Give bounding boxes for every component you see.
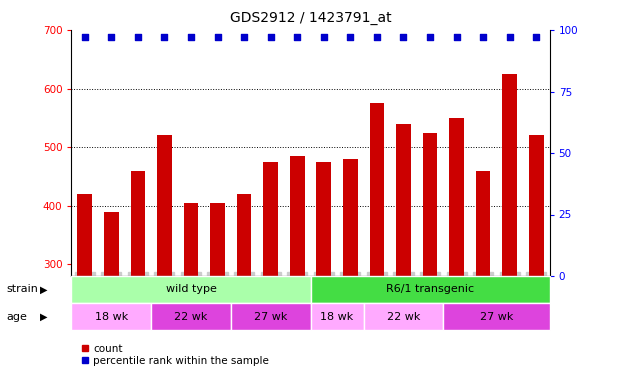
Bar bbox=[423, 132, 437, 276]
Text: 22 wk: 22 wk bbox=[175, 312, 207, 321]
Point bbox=[186, 34, 196, 40]
Text: R6/1 transgenic: R6/1 transgenic bbox=[386, 285, 474, 294]
Bar bbox=[369, 103, 384, 276]
Bar bbox=[71, 303, 151, 330]
Bar bbox=[71, 276, 310, 303]
Bar bbox=[237, 194, 252, 276]
Point bbox=[266, 34, 276, 40]
Text: strain: strain bbox=[6, 285, 38, 294]
Bar bbox=[157, 135, 171, 276]
Text: 18 wk: 18 wk bbox=[320, 312, 354, 321]
Bar bbox=[343, 159, 358, 276]
Bar bbox=[130, 171, 145, 276]
Bar bbox=[364, 303, 443, 330]
Point bbox=[133, 34, 143, 40]
Text: 18 wk: 18 wk bbox=[94, 312, 128, 321]
Bar bbox=[450, 118, 464, 276]
Point bbox=[292, 34, 302, 40]
Point bbox=[451, 34, 461, 40]
Bar bbox=[317, 162, 331, 276]
Bar bbox=[184, 203, 198, 276]
Point bbox=[532, 34, 542, 40]
Bar bbox=[310, 276, 550, 303]
Text: 27 wk: 27 wk bbox=[254, 312, 288, 321]
Point bbox=[345, 34, 355, 40]
Bar bbox=[529, 135, 543, 276]
Point bbox=[160, 34, 170, 40]
Legend: count, percentile rank within the sample: count, percentile rank within the sample bbox=[76, 339, 273, 370]
Point bbox=[399, 34, 409, 40]
Bar bbox=[396, 124, 410, 276]
Bar bbox=[290, 156, 304, 276]
Text: GDS2912 / 1423791_at: GDS2912 / 1423791_at bbox=[230, 11, 391, 25]
Point bbox=[372, 34, 382, 40]
Bar bbox=[476, 171, 491, 276]
Bar bbox=[211, 203, 225, 276]
Bar bbox=[443, 303, 550, 330]
Text: wild type: wild type bbox=[166, 285, 216, 294]
Bar bbox=[78, 194, 92, 276]
Text: 27 wk: 27 wk bbox=[480, 312, 513, 321]
Bar bbox=[231, 303, 310, 330]
Point bbox=[425, 34, 435, 40]
Point bbox=[319, 34, 329, 40]
Point bbox=[212, 34, 222, 40]
Text: age: age bbox=[6, 312, 27, 321]
Text: ▶: ▶ bbox=[40, 285, 48, 294]
Point bbox=[478, 34, 488, 40]
Text: 22 wk: 22 wk bbox=[387, 312, 420, 321]
Text: ▶: ▶ bbox=[40, 312, 48, 321]
Bar bbox=[263, 162, 278, 276]
Bar bbox=[502, 74, 517, 276]
Bar bbox=[104, 211, 119, 276]
Point bbox=[505, 34, 515, 40]
Point bbox=[239, 34, 249, 40]
Point bbox=[106, 34, 116, 40]
Bar bbox=[310, 303, 364, 330]
Point bbox=[79, 34, 89, 40]
Bar bbox=[151, 303, 231, 330]
